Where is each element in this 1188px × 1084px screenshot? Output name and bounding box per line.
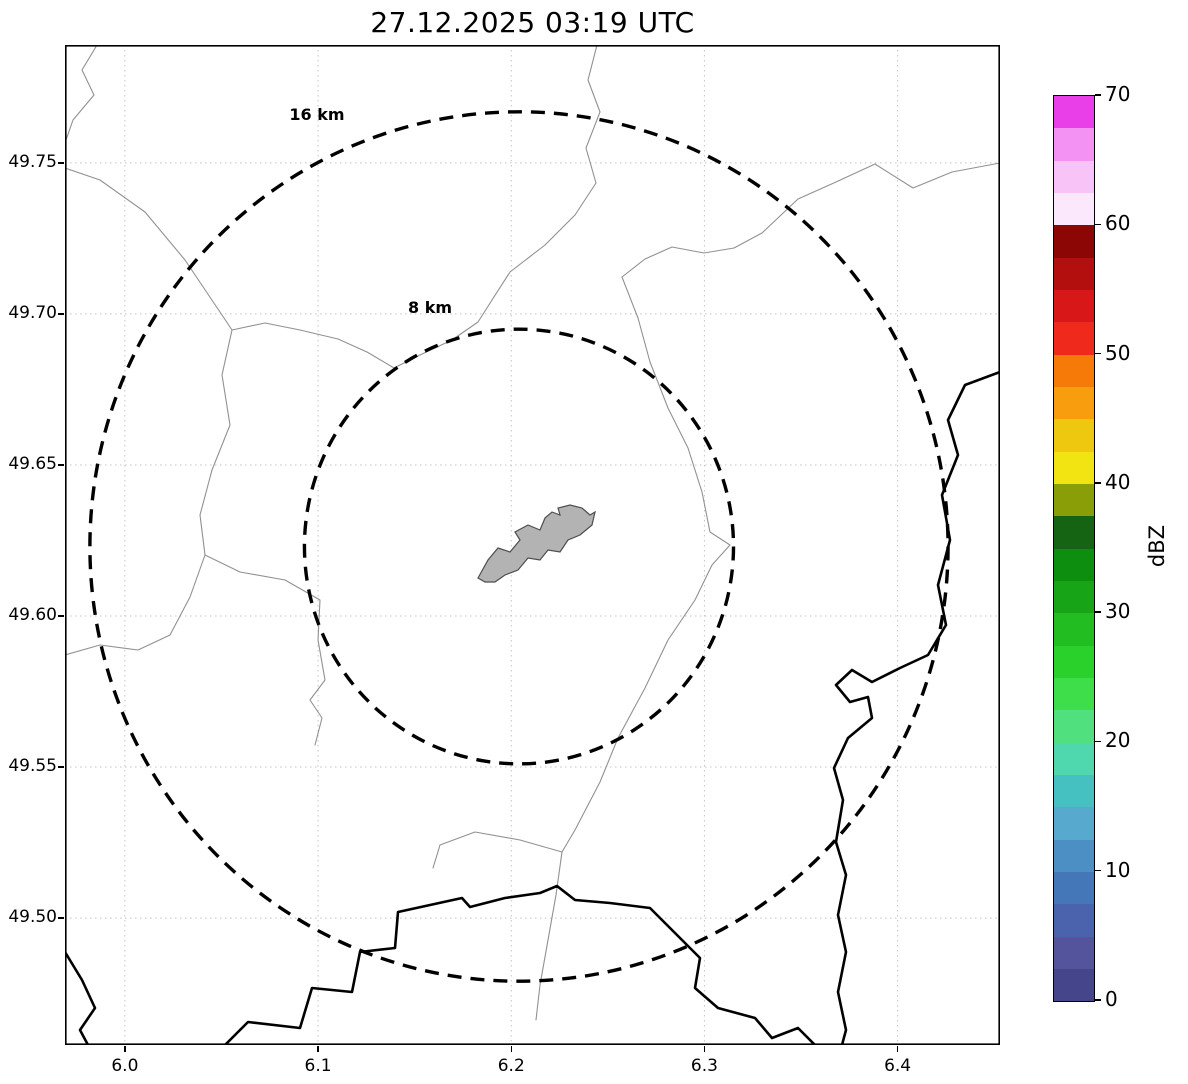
admin-boundary-line xyxy=(621,162,1000,278)
y-axis-tick-label: 49.70 xyxy=(8,302,57,323)
range-ring-8km xyxy=(302,327,736,766)
y-axis-tick-label: 49.50 xyxy=(8,907,57,928)
colorbar-band xyxy=(1054,354,1094,387)
y-axis-tick-mark xyxy=(58,313,64,315)
x-axis-tick-label: 6.1 xyxy=(304,1056,332,1076)
y-axis-tick-label: 49.65 xyxy=(8,453,57,474)
admin-boundary-line xyxy=(561,276,731,853)
colorbar-band xyxy=(1054,580,1094,614)
colorbar-band xyxy=(1054,322,1094,355)
colorbar-tick-label: 0 xyxy=(1105,987,1118,1011)
colorbar-band xyxy=(1054,451,1094,484)
y-axis-tick-mark xyxy=(58,615,64,617)
y-axis-tick-mark xyxy=(58,162,64,164)
city-polygon xyxy=(477,504,596,583)
colorbar-tick-label: 20 xyxy=(1105,728,1131,753)
colorbar-band xyxy=(1054,128,1094,161)
colorbar-tick-label: 60 xyxy=(1105,211,1131,236)
colorbar-tick-mark xyxy=(1095,611,1101,613)
country-border-line xyxy=(65,950,97,1045)
admin-boundary-line xyxy=(204,554,326,746)
colorbar-band xyxy=(1054,257,1094,290)
y-axis-tick-label: 49.75 xyxy=(8,151,57,172)
colorbar-band xyxy=(1054,289,1094,323)
colorbar-tick-mark xyxy=(1095,94,1101,96)
x-axis-tick-mark xyxy=(317,1046,319,1052)
colorbar-band xyxy=(1054,613,1094,646)
admin-boundary-line xyxy=(491,45,601,301)
x-axis-tick-label: 6.4 xyxy=(884,1056,912,1076)
y-axis-tick-label: 49.55 xyxy=(8,756,57,777)
colorbar-band xyxy=(1054,968,1094,1002)
admin-boundary-line xyxy=(231,299,493,369)
admin-boundary-line xyxy=(432,831,563,869)
range-ring-label-8km: 8 km xyxy=(407,298,453,317)
range-ring-label-16km: 16 km xyxy=(289,105,345,124)
colorbar-band xyxy=(1054,96,1094,129)
colorbar-band xyxy=(1054,839,1094,872)
map-geography xyxy=(65,45,1000,1045)
figure-title: 27.12.2025 03:19 UTC xyxy=(370,6,695,39)
colorbar-unit-label: dBZ xyxy=(1145,524,1170,568)
colorbar-tick-mark xyxy=(1095,223,1101,225)
map-canvas xyxy=(65,45,1000,1045)
colorbar-band xyxy=(1054,548,1094,581)
colorbar-band xyxy=(1054,710,1094,743)
colorbar-band xyxy=(1054,742,1094,775)
country-border-line xyxy=(223,884,817,1045)
x-axis-tick-label: 6.2 xyxy=(497,1056,525,1076)
x-axis-tick-mark xyxy=(510,1046,512,1052)
colorbar-band xyxy=(1054,904,1094,937)
range-ring-16km xyxy=(88,110,950,983)
colorbar-band xyxy=(1054,677,1094,711)
colorbar-band xyxy=(1054,192,1094,226)
x-axis-tick-label: 6.0 xyxy=(111,1056,139,1076)
x-axis-tick-mark xyxy=(124,1046,126,1052)
colorbar-band xyxy=(1054,774,1094,808)
plot-frame xyxy=(65,45,1000,1045)
admin-boundary-line xyxy=(65,167,233,331)
y-axis-tick-label: 49.60 xyxy=(8,604,57,625)
x-axis-tick-mark xyxy=(896,1046,899,1052)
colorbar-tick-mark xyxy=(1095,740,1101,743)
colorbar-tick-label: 10 xyxy=(1105,857,1131,882)
admin-boundary-line xyxy=(535,851,563,1021)
colorbar-tick-mark xyxy=(1095,870,1101,872)
colorbar xyxy=(1053,95,1095,1002)
colorbar-tick-label: 50 xyxy=(1105,340,1131,365)
colorbar-band xyxy=(1054,871,1094,905)
colorbar-tick-mark xyxy=(1095,999,1101,1001)
x-axis-tick-label: 6.3 xyxy=(690,1056,718,1076)
colorbar-band xyxy=(1054,645,1094,678)
admin-boundary-line xyxy=(65,45,98,141)
colorbar-tick-label: 30 xyxy=(1105,599,1131,624)
colorbar-band xyxy=(1054,419,1094,452)
colorbar-band xyxy=(1054,483,1094,517)
country-border-line xyxy=(832,370,1000,1045)
admin-boundary-line xyxy=(65,329,233,656)
y-axis-tick-mark xyxy=(58,917,64,919)
colorbar-band xyxy=(1054,807,1094,840)
colorbar-band xyxy=(1054,160,1094,193)
colorbar-tick-mark xyxy=(1095,352,1101,355)
map-plot-area: 16 km 8 km xyxy=(65,45,1000,1045)
colorbar-band xyxy=(1054,225,1094,258)
colorbar-tick-label: 70 xyxy=(1105,82,1131,106)
colorbar-band xyxy=(1054,516,1094,549)
colorbar-tick-mark xyxy=(1095,482,1101,484)
y-axis-tick-mark xyxy=(58,464,64,466)
range-rings xyxy=(88,110,950,983)
x-axis-tick-mark xyxy=(703,1046,706,1052)
y-axis-tick-mark xyxy=(58,766,64,768)
colorbar-band xyxy=(1054,936,1094,969)
colorbar-tick-label: 40 xyxy=(1105,469,1131,494)
colorbar-band xyxy=(1054,386,1094,420)
